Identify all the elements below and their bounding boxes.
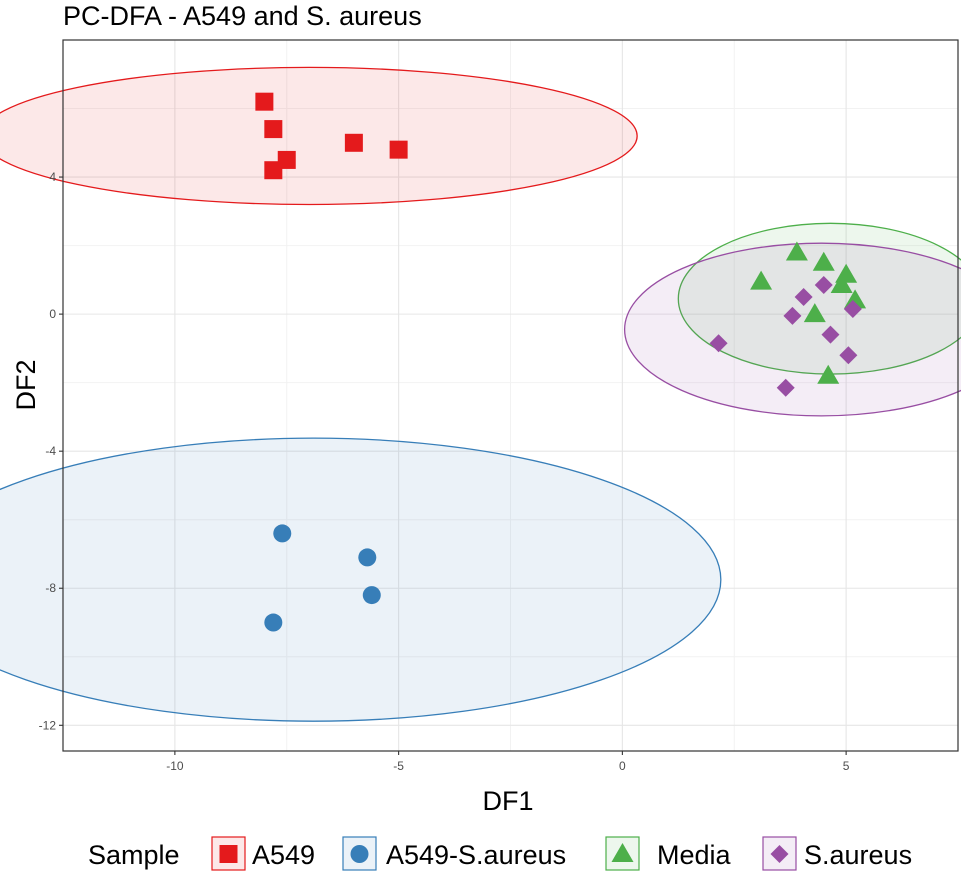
y-tick-label: -12 xyxy=(39,718,57,732)
data-point-s-aureus xyxy=(783,306,802,325)
data-point-s-aureus xyxy=(776,378,795,397)
data-point-s-aureus xyxy=(794,287,813,306)
data-point-a549-s-aureus xyxy=(358,548,377,567)
legend-marker-a549 xyxy=(219,845,238,863)
data-point-s-aureus xyxy=(839,346,858,365)
data-point-s-aureus xyxy=(709,334,728,353)
data-point-media xyxy=(817,364,840,384)
plot-panel xyxy=(0,39,961,752)
y-tick-label: 4 xyxy=(49,170,56,184)
confidence-ellipse-a549-s-aureus xyxy=(0,437,722,722)
x-tick-label: 0 xyxy=(619,759,626,773)
data-point-media xyxy=(750,270,773,290)
legend-marker-s-aureus xyxy=(770,845,789,863)
data-point-a549-s-aureus xyxy=(273,524,292,543)
legend: Sample A549 A549-S.aureus Media S.aureus xyxy=(88,836,912,871)
legend-label-a549-s-aureus: A549-S.aureus xyxy=(386,840,566,870)
data-point-a549 xyxy=(344,133,363,152)
x-tick-label: -10 xyxy=(166,759,184,773)
data-point-a549 xyxy=(264,161,283,180)
data-point-media xyxy=(803,303,826,323)
legend-label-s-aureus: S.aureus xyxy=(804,840,912,870)
plot-border xyxy=(62,39,959,752)
x-axis-title: DF1 xyxy=(482,786,533,816)
y-axis-title: DF2 xyxy=(11,359,41,410)
data-point-a549 xyxy=(264,120,283,139)
x-tick-label: 5 xyxy=(843,759,850,773)
confidence-ellipse-s-aureus xyxy=(624,242,961,417)
data-point-media xyxy=(812,251,835,271)
chart-title: PC-DFA - A549 and S. aureus xyxy=(63,1,422,31)
legend-label-a549: A549 xyxy=(252,840,315,870)
confidence-ellipse-a549 xyxy=(0,66,638,206)
legend-marker-a549-s-aureus xyxy=(350,845,369,863)
data-point-s-aureus xyxy=(821,325,840,344)
data-point-a549 xyxy=(389,140,408,159)
y-tick-label: -8 xyxy=(45,581,56,595)
data-point-media xyxy=(830,273,853,293)
legend-title: Sample xyxy=(88,840,180,870)
x-tick-label: -5 xyxy=(393,759,404,773)
data-point-a549 xyxy=(255,92,274,111)
data-point-a549-s-aureus xyxy=(264,613,283,632)
y-tick-label: 0 xyxy=(49,307,56,321)
data-point-s-aureus xyxy=(814,275,833,294)
data-point-a549-s-aureus xyxy=(362,586,381,605)
legend-marker-media xyxy=(611,843,634,862)
y-tick-label: -4 xyxy=(45,444,56,458)
legend-key-media xyxy=(605,836,640,871)
data-point-s-aureus xyxy=(843,299,862,318)
data-point-media xyxy=(785,241,808,261)
legend-label-media: Media xyxy=(657,840,732,870)
